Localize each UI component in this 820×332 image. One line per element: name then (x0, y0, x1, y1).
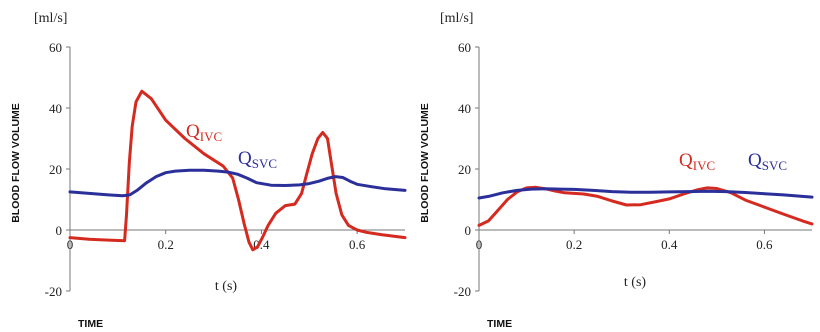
y-tick-label: 0 (56, 223, 63, 238)
series-label-subscript: SVC (762, 158, 787, 173)
y-tick-label: -20 (45, 284, 62, 299)
y-tick-label: 20 (49, 162, 62, 177)
x-tick-label: 0.6 (756, 237, 773, 252)
series-label-main: Q (186, 121, 200, 142)
series-label-svc: QSVC (238, 148, 277, 171)
series-label-main: Q (238, 148, 252, 169)
y-tick-label: 0 (465, 223, 472, 238)
time-label: TIME (487, 318, 512, 330)
series-line-svc (68, 168, 407, 198)
x-tick-label: 0.2 (566, 237, 582, 252)
series-line-ivc (68, 89, 407, 252)
y-axis-label: BLOOD FLOW VOLUME (10, 103, 22, 223)
x-tick-label: 0.2 (158, 237, 174, 252)
series-label-main: Q (679, 150, 693, 171)
series-label-main: Q (748, 150, 762, 171)
x-tick-label: 0 (67, 237, 74, 252)
chart-panel-2: -20 0 20 40 60 0 0.2 0.4 0.6 [ml/s] BLOOD FLOW VOL… (419, 11, 814, 330)
x-tick-label: 0 (476, 237, 483, 252)
series-label-subscript: SVC (252, 156, 277, 171)
y-tick-label: 60 (458, 40, 471, 55)
x-tick-label: 0.4 (661, 237, 678, 252)
y-unit-label: [ml/s] (440, 11, 473, 26)
y-tick-label: -20 (454, 284, 471, 299)
series-line-svc (477, 187, 814, 200)
y-tick-label: 40 (458, 101, 471, 116)
y-unit-label: [ml/s] (34, 11, 67, 26)
series-label-subscript: IVC (693, 158, 715, 173)
y-axis-label: BLOOD FLOW VOLUME (419, 103, 431, 223)
y-tick-label: 20 (458, 162, 471, 177)
x-axis-label: t (s) (215, 279, 238, 294)
series-label-ivc: QIVC (186, 121, 222, 144)
y-tick-label: 60 (49, 40, 62, 55)
x-tick-label: 0.6 (349, 237, 366, 252)
time-label: TIME (78, 318, 103, 330)
series-label-ivc: QIVC (679, 150, 715, 173)
series-label-subscript: IVC (200, 129, 222, 144)
series-label-svc: QSVC (748, 150, 787, 173)
y-tick-label: 40 (49, 101, 62, 116)
x-axis-label: t (s) (624, 275, 647, 290)
